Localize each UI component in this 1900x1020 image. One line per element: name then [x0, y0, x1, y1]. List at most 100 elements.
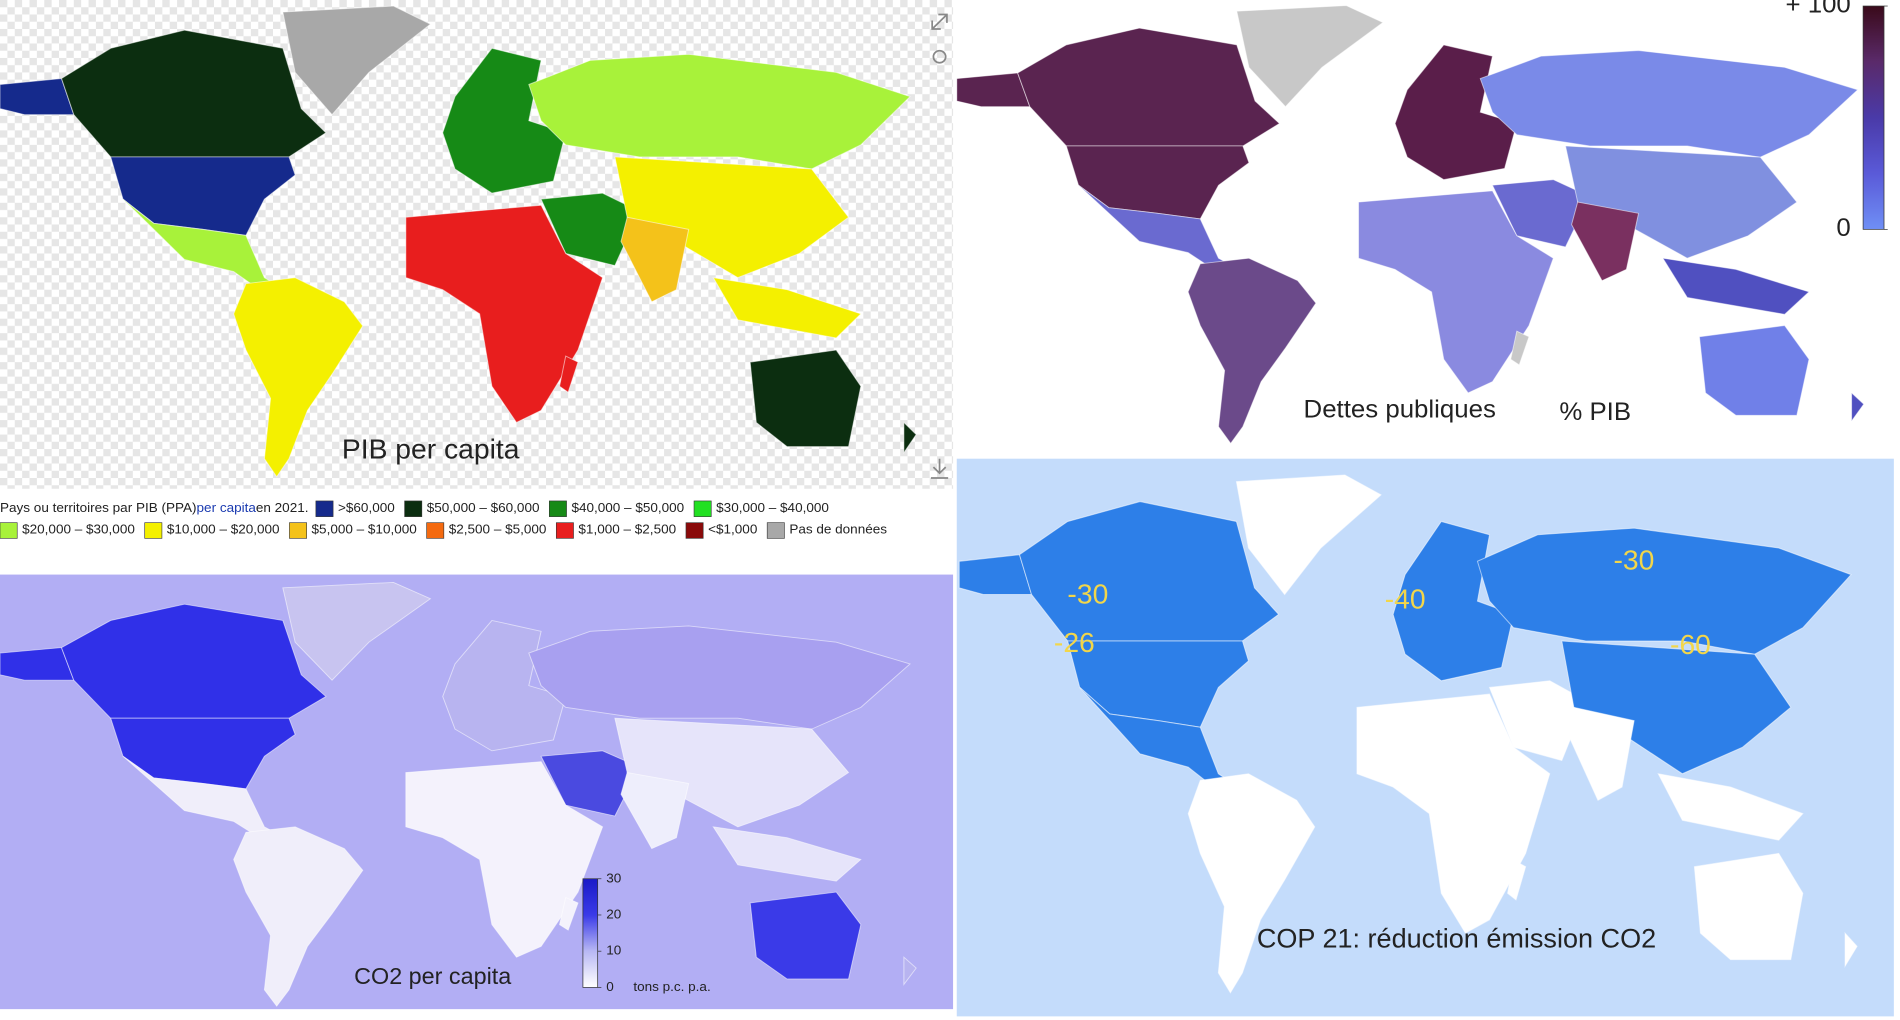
region — [1018, 501, 1280, 642]
reduction-label: -40 — [1385, 584, 1426, 615]
region — [712, 276, 862, 339]
region — [1187, 257, 1317, 445]
region — [60, 603, 327, 719]
region — [1476, 527, 1852, 655]
legend-caption: en 2021. — [256, 500, 309, 515]
map-title: CO2 per capita — [354, 963, 511, 989]
download-icon[interactable] — [930, 458, 949, 479]
legend-label: Pas de données — [789, 522, 887, 537]
legend-label: >$60,000 — [338, 500, 395, 515]
region — [282, 581, 432, 681]
region — [0, 647, 75, 681]
legend-label: $2,500 – $5,000 — [449, 522, 547, 537]
map-title: COP 21: réduction émission CO2 — [1257, 924, 1656, 954]
region — [1698, 325, 1810, 416]
legend: Pays ou territoires par PIB (PPA) per ca… — [0, 488, 954, 574]
legend-label: $50,000 – $60,000 — [427, 500, 540, 515]
unit-label: % PIB — [1559, 398, 1631, 426]
legend-swatch — [315, 500, 334, 517]
expand-icon[interactable] — [931, 13, 948, 30]
region — [1844, 931, 1858, 969]
region — [1661, 257, 1810, 315]
reduction-label: -60 — [1670, 629, 1711, 660]
unit-label: tons p.c. p.a. — [633, 979, 710, 994]
continents — [958, 474, 1858, 994]
colorbar-label: 0 — [606, 979, 614, 994]
legend-label: $40,000 – $50,000 — [571, 500, 684, 515]
legend-label: $5,000 – $10,000 — [312, 522, 417, 537]
map — [958, 474, 1858, 994]
region — [559, 896, 579, 931]
region — [1187, 773, 1316, 994]
region — [233, 277, 364, 478]
colorbar-label: 30 — [606, 870, 621, 885]
region — [1235, 474, 1382, 596]
region — [712, 826, 862, 882]
legend-label: <$1,000 — [708, 522, 757, 537]
colorbar — [582, 878, 599, 988]
continents — [956, 5, 1865, 445]
region — [60, 29, 327, 158]
region — [1507, 859, 1527, 901]
legend-swatch — [549, 500, 567, 517]
continents — [0, 5, 917, 478]
toolbar — [930, 13, 949, 479]
map-title: PIB per capita — [342, 434, 520, 465]
region — [528, 625, 911, 730]
region — [1358, 190, 1554, 394]
legend-label: $1,000 – $2,500 — [578, 522, 676, 537]
region — [405, 204, 604, 424]
legend-swatch — [144, 522, 163, 539]
region — [749, 891, 862, 980]
legend-swatch — [555, 522, 574, 539]
region — [1236, 5, 1384, 108]
region — [1017, 27, 1281, 147]
legend-swatch — [404, 500, 423, 517]
region — [1567, 706, 1635, 802]
region — [1851, 391, 1865, 423]
legend-swatch — [693, 500, 712, 517]
cop-labels: -30 -26 -40 -30 -60 — [1054, 545, 1711, 660]
region — [1356, 693, 1551, 934]
colorbar-label: + 100 — [1785, 0, 1850, 19]
legend-swatch — [289, 522, 307, 539]
settings-icon[interactable] — [932, 49, 947, 64]
region — [1571, 201, 1640, 282]
region — [282, 5, 432, 116]
map-title: Dettes publiques — [1304, 396, 1496, 424]
region — [233, 826, 364, 1007]
legend-swatch — [685, 522, 704, 539]
region — [903, 421, 917, 455]
legend-label: $20,000 – $30,000 — [22, 522, 135, 537]
colorbar-label: 0 — [1836, 214, 1850, 242]
reduction-label: -30 — [1067, 579, 1108, 610]
maps — [0, 5, 1865, 1007]
legend-swatch — [0, 522, 18, 539]
map — [0, 581, 917, 1007]
colorbar-label: 20 — [606, 907, 621, 922]
legend-caption: Pays ou territoires par PIB (PPA) — [0, 500, 197, 515]
region — [958, 554, 1033, 596]
region — [559, 355, 579, 394]
legend-caption: per capita — [197, 500, 257, 515]
legend-label: $10,000 – $20,000 — [167, 522, 280, 537]
continents — [0, 581, 917, 1007]
region — [405, 761, 604, 958]
legend-swatch — [766, 522, 785, 539]
region — [956, 72, 1031, 108]
colorbar — [1862, 5, 1885, 230]
legend-label: $30,000 – $40,000 — [716, 500, 829, 515]
colorbar-label: 10 — [606, 943, 621, 958]
map — [956, 5, 1865, 445]
region — [903, 956, 917, 986]
region — [1510, 330, 1530, 366]
legend-swatch — [426, 522, 445, 539]
region — [620, 772, 690, 850]
colorbars: + 100 0 30 20 10 0 tons p.c. p.a. — [582, 0, 1888, 994]
region — [0, 77, 75, 116]
region — [749, 349, 862, 448]
map — [0, 5, 917, 478]
reduction-label: -30 — [1613, 545, 1654, 576]
